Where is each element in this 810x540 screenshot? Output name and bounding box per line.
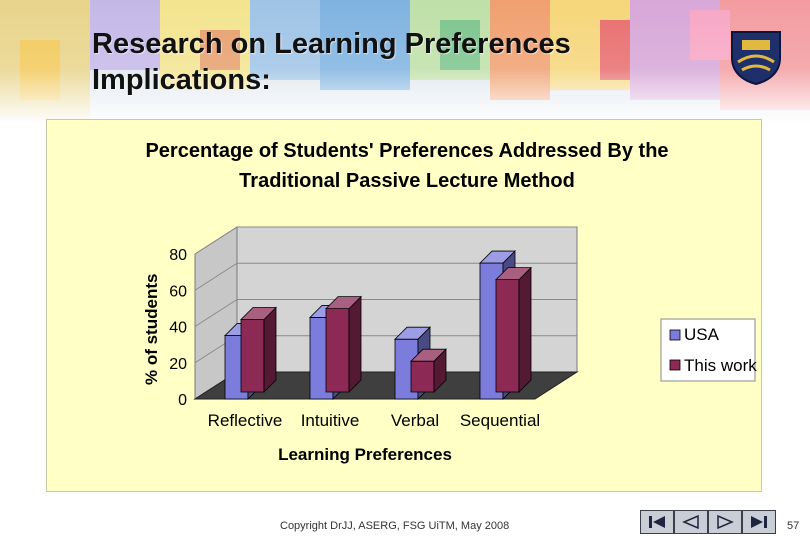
y-tick-label: 60 — [169, 283, 187, 300]
y-tick-label: 0 — [178, 392, 187, 409]
chart-panel: Percentage of Students' Preferences Addr… — [46, 119, 762, 492]
header-banner — [0, 0, 810, 125]
x-tick-label: Intuitive — [301, 411, 360, 430]
bar-verbal-usa-top — [394, 326, 431, 340]
legend: USA This work — [660, 318, 757, 382]
bar-sequential-this-work-side — [518, 266, 532, 393]
bar-sequential-usa-top — [479, 250, 516, 264]
bar-sequential-this-work-top — [495, 267, 532, 281]
gridline-side — [194, 299, 238, 327]
legend-label-this-work: This work — [684, 356, 757, 375]
chart-title-line1: Percentage of Students' Preferences Addr… — [145, 140, 668, 162]
legend-swatch-usa — [669, 329, 681, 341]
next-slide-button[interactable] — [708, 510, 742, 534]
bar-verbal-this-work-front — [410, 360, 435, 393]
y-tick-label: 20 — [169, 356, 187, 373]
first-slide-button[interactable] — [640, 510, 674, 534]
x-axis-label: Learning Preferences — [278, 445, 452, 464]
bar-sequential-this-work-front — [495, 279, 520, 393]
bar-intuitive-this-work-side — [348, 295, 362, 393]
gridline-side — [194, 226, 238, 255]
bar-reflective-this-work-top — [240, 307, 277, 320]
legend-label-usa: USA — [684, 325, 720, 344]
bar-reflective-this-work-front — [240, 319, 265, 393]
x-tick-label: Verbal — [391, 411, 439, 430]
slide-title-line2: Implications: — [92, 64, 271, 96]
slide-navigation — [640, 510, 776, 534]
bar-verbal-this-work-top — [410, 348, 447, 362]
bar-intuitive-this-work-front — [325, 308, 350, 393]
footer-copyright: Copyright DrJJ, ASERG, FSG UiTM, May 200… — [280, 520, 510, 532]
slide-title: Research on Learning Preferences Implica… — [92, 26, 571, 98]
y-tick-label: 40 — [169, 320, 187, 337]
last-slide-icon — [751, 516, 767, 528]
slide-title-line1: Research on Learning Preferences — [92, 28, 571, 60]
bar-intuitive-this-work-top — [325, 296, 362, 310]
page-number: 57 — [787, 520, 800, 532]
last-slide-button[interactable] — [742, 510, 776, 534]
legend-swatch-this-work — [669, 359, 681, 371]
chart-title-line2: Traditional Passive Lecture Method — [239, 170, 575, 192]
previous-slide-icon — [682, 514, 699, 530]
previous-slide-button[interactable] — [674, 510, 708, 534]
first-slide-icon — [649, 516, 665, 528]
x-tick-label: Reflective — [208, 411, 283, 430]
gridline-side — [194, 262, 238, 291]
x-tick-label: Sequential — [460, 411, 540, 430]
banner-fade — [0, 0, 810, 125]
next-slide-icon — [717, 514, 734, 530]
plot-area: 0 20 40 60 80 Reflective Intuitive Verbal Sequen… — [169, 226, 579, 430]
y-tick-label: 80 — [169, 247, 187, 264]
university-crest-logo — [731, 31, 781, 86]
chart: Percentage of Students' Preferences Addr… — [142, 140, 757, 464]
y-axis-label: % of students — [142, 274, 161, 385]
legend-box — [660, 318, 756, 382]
bar-reflective-this-work-side — [263, 306, 277, 393]
